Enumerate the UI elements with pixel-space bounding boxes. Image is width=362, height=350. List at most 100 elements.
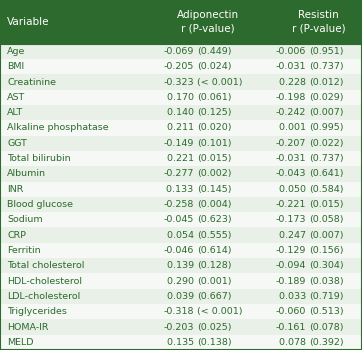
Bar (0, 335, 362, 350)
Text: 0.290: 0.290 (164, 276, 194, 286)
Text: -0.242: -0.242 (275, 108, 306, 117)
Text: -0.094: -0.094 (275, 261, 306, 270)
Text: INR: INR (7, 185, 24, 194)
Bar (0, 258, 362, 273)
Text: 0.170: 0.170 (164, 93, 194, 102)
Text: Creatinine: Creatinine (7, 78, 56, 86)
Text: (0.392): (0.392) (310, 338, 344, 347)
Text: Total cholesterol: Total cholesterol (7, 261, 85, 270)
Bar (0, 59, 362, 74)
Bar (0, 105, 362, 120)
Bar (0, 304, 362, 319)
Bar (0, 243, 362, 258)
Text: (0.029): (0.029) (310, 93, 344, 102)
Text: 0.050: 0.050 (276, 185, 306, 194)
Text: -0.323: -0.323 (163, 78, 194, 86)
Text: (0.061): (0.061) (197, 93, 232, 102)
Text: 0.039: 0.039 (164, 292, 194, 301)
Bar (0, 135, 362, 151)
Text: Total bilirubin: Total bilirubin (7, 154, 71, 163)
Text: Adiponectin
r (P-value): Adiponectin r (P-value) (177, 10, 239, 34)
Text: CRP: CRP (7, 231, 26, 240)
Text: 0.140: 0.140 (164, 108, 194, 117)
Text: -0.221: -0.221 (275, 200, 306, 209)
Text: (0.001): (0.001) (197, 276, 232, 286)
Text: HOMA-IR: HOMA-IR (7, 323, 49, 331)
Text: -0.277: -0.277 (163, 169, 194, 178)
Bar (0, 0, 362, 44)
Text: Sodium: Sodium (7, 215, 43, 224)
Text: 0.033: 0.033 (275, 292, 306, 301)
Text: (0.667): (0.667) (197, 292, 232, 301)
Text: (0.015): (0.015) (197, 154, 232, 163)
Text: (< 0.001): (< 0.001) (197, 78, 243, 86)
Text: (0.614): (0.614) (197, 246, 232, 255)
Bar (0, 273, 362, 289)
Text: (0.145): (0.145) (197, 185, 232, 194)
Text: (0.038): (0.038) (310, 276, 344, 286)
Text: (0.304): (0.304) (310, 261, 344, 270)
Text: Resistin
r (P-value): Resistin r (P-value) (292, 10, 345, 34)
Text: ALT: ALT (7, 108, 24, 117)
Bar (0, 120, 362, 135)
Text: (0.125): (0.125) (197, 108, 232, 117)
Text: (0.078): (0.078) (310, 323, 344, 331)
Text: (0.737): (0.737) (310, 154, 344, 163)
Text: -0.149: -0.149 (163, 139, 194, 148)
Text: (0.101): (0.101) (197, 139, 232, 148)
Text: Albumin: Albumin (7, 169, 46, 178)
Text: (0.641): (0.641) (310, 169, 344, 178)
Text: Alkaline phosphatase: Alkaline phosphatase (7, 124, 109, 132)
Text: AST: AST (7, 93, 25, 102)
Text: GGT: GGT (7, 139, 27, 148)
Text: Age: Age (7, 47, 26, 56)
Text: -0.207: -0.207 (275, 139, 306, 148)
Text: -0.129: -0.129 (275, 246, 306, 255)
Text: Variable: Variable (7, 17, 50, 27)
Bar (0, 197, 362, 212)
Text: -0.318: -0.318 (163, 307, 194, 316)
Text: -0.189: -0.189 (275, 276, 306, 286)
Text: (0.584): (0.584) (310, 185, 344, 194)
Text: 0.247: 0.247 (276, 231, 306, 240)
Bar (0, 228, 362, 243)
Text: (0.004): (0.004) (197, 200, 232, 209)
Text: -0.043: -0.043 (275, 169, 306, 178)
Text: (0.002): (0.002) (197, 169, 232, 178)
Text: 0.221: 0.221 (164, 154, 194, 163)
Text: -0.173: -0.173 (275, 215, 306, 224)
Bar (0, 44, 362, 59)
Text: 0.054: 0.054 (164, 231, 194, 240)
Text: (0.156): (0.156) (310, 246, 344, 255)
Text: (0.128): (0.128) (197, 261, 232, 270)
Text: 0.133: 0.133 (163, 185, 194, 194)
Text: Ferritin: Ferritin (7, 246, 41, 255)
Text: (0.020): (0.020) (197, 124, 232, 132)
Text: (0.007): (0.007) (310, 108, 344, 117)
Text: -0.046: -0.046 (163, 246, 194, 255)
Text: (0.015): (0.015) (310, 200, 344, 209)
Text: (0.025): (0.025) (197, 323, 232, 331)
Bar (0, 90, 362, 105)
Bar (0, 166, 362, 182)
Text: -0.198: -0.198 (275, 93, 306, 102)
Text: (0.995): (0.995) (310, 124, 344, 132)
Text: (< 0.001): (< 0.001) (197, 307, 243, 316)
Text: -0.031: -0.031 (275, 154, 306, 163)
Text: (0.022): (0.022) (310, 139, 344, 148)
Text: -0.069: -0.069 (163, 47, 194, 56)
Bar (0, 182, 362, 197)
Text: (0.058): (0.058) (310, 215, 344, 224)
Text: (0.138): (0.138) (197, 338, 232, 347)
Text: -0.161: -0.161 (275, 323, 306, 331)
Text: 0.135: 0.135 (164, 338, 194, 347)
Text: BMI: BMI (7, 62, 25, 71)
Bar (0, 75, 362, 90)
Text: 0.228: 0.228 (276, 78, 306, 86)
Text: 0.001: 0.001 (276, 124, 306, 132)
Bar (0, 289, 362, 304)
Text: (0.951): (0.951) (310, 47, 344, 56)
Text: LDL-cholesterol: LDL-cholesterol (7, 292, 80, 301)
Text: (0.449): (0.449) (197, 47, 232, 56)
Text: -0.045: -0.045 (163, 215, 194, 224)
